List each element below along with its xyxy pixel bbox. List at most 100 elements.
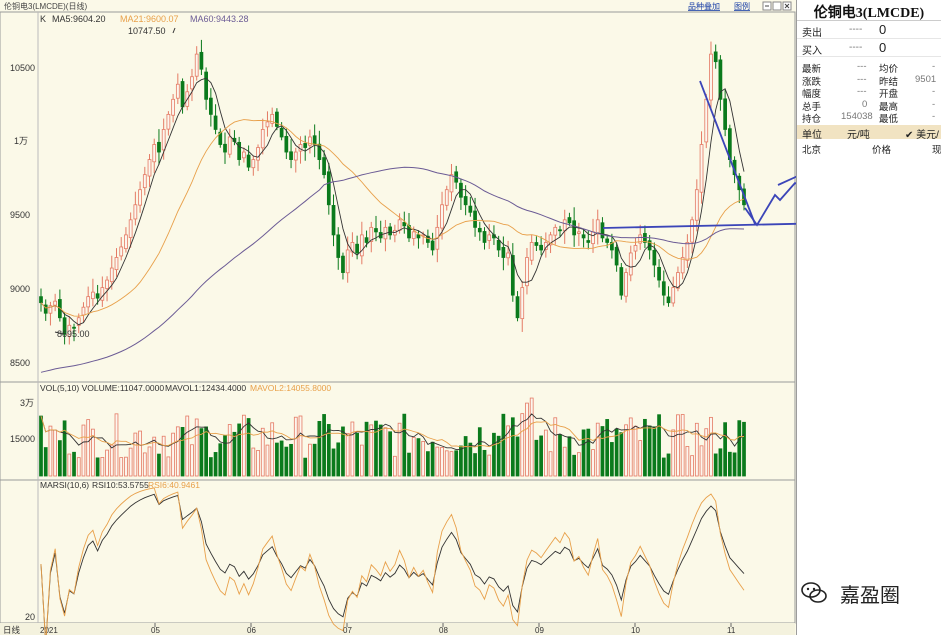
volume-bar [312, 443, 317, 477]
volume-bar [581, 429, 586, 477]
volume-bar [567, 436, 572, 477]
volume-bar [690, 455, 694, 477]
volume-bar [652, 426, 657, 477]
volume-bar [496, 435, 501, 477]
volume-bar [171, 432, 175, 477]
candle-body [562, 219, 567, 232]
candle-body [171, 98, 175, 116]
chart-area[interactable]: 伦铜电3(LMCDE)(日线) K MA5:9604.20 MA21:9600.… [0, 0, 796, 635]
overlay-button[interactable]: 品种叠加 [688, 1, 720, 11]
volume-bar [166, 456, 171, 477]
vol-tick: 15000 [10, 434, 35, 444]
candle-body [671, 287, 676, 304]
candle-body [369, 226, 374, 242]
candle-body [553, 226, 558, 236]
candle-body [473, 210, 477, 228]
candle-body [48, 305, 53, 314]
candle-body [359, 234, 364, 257]
volume-bar [270, 422, 275, 477]
candle-body [114, 257, 119, 271]
candle-body [468, 205, 473, 213]
volume-bar [605, 419, 610, 477]
candle-body [138, 189, 142, 206]
rsi10-line [40, 493, 745, 635]
mavol2-line [40, 415, 745, 448]
volume-bar [515, 436, 520, 477]
volume-bar [392, 455, 397, 477]
volume-bar [435, 446, 440, 477]
ma5-line [40, 77, 745, 326]
candle-body [67, 324, 72, 337]
candle-body [213, 115, 218, 130]
volume-bar [246, 418, 251, 477]
candle-body [190, 76, 194, 90]
candle-body [718, 59, 723, 100]
volume-bar [350, 421, 355, 477]
quote-panel: 伦铜电3(LMCDE) 卖出 ---- 0 买入 ---- 0 最新 --- 均价… [796, 0, 941, 635]
volume-bar [279, 440, 284, 477]
vol-tick: 3万 [20, 398, 34, 408]
volume-bar [558, 434, 562, 477]
volume-bar [128, 447, 133, 477]
legend-button[interactable]: 图例 [734, 1, 750, 11]
volume-bar [58, 440, 62, 477]
candle-body [322, 157, 326, 176]
candle-body [128, 219, 133, 239]
usd-toggle[interactable]: ✔ 美元/ [905, 129, 939, 141]
volume-bar [416, 438, 421, 477]
volume-bar [190, 444, 194, 477]
candle-body [223, 143, 227, 153]
volume-bar [595, 422, 600, 477]
quote-row: 持仓 154038 最低 - [802, 111, 936, 125]
mavol2-label: MAVOL2:14055.8000 [250, 383, 331, 393]
volume-bar [454, 450, 459, 477]
candle-body [105, 279, 109, 289]
candle-body [227, 136, 232, 155]
volume-bar [600, 426, 605, 477]
volume-bar [421, 441, 426, 477]
month-tick-label: 10 [631, 626, 640, 635]
volume-bar [426, 451, 430, 477]
candle-body [53, 300, 58, 306]
volume-bar [737, 420, 742, 477]
volume-bar [430, 441, 435, 477]
volume-bar [147, 446, 152, 477]
volume-bar [444, 450, 449, 477]
unit-bar: 单位 元/吨 ✔ 美元/ [797, 124, 941, 141]
volume-bar [628, 417, 633, 477]
volume-bar [237, 423, 242, 477]
ma21-label: MA21:9600.07 [120, 14, 179, 24]
unit-value[interactable]: 元/吨 [847, 129, 870, 141]
month-tick-label: 07 [343, 626, 352, 635]
window-controls[interactable] [762, 1, 792, 11]
volume-bar [699, 445, 704, 477]
candle-body [577, 231, 581, 234]
volume-bar [487, 454, 492, 477]
candle-body [402, 222, 407, 227]
volume-bar [76, 457, 81, 477]
volume-bar [194, 418, 199, 477]
volume-bar [227, 424, 232, 477]
buy-volume: 0 [879, 40, 887, 55]
volume-bar [359, 444, 364, 477]
candle-body [661, 281, 666, 296]
candle-body [638, 234, 643, 244]
candle-body [510, 255, 515, 296]
candle-body [713, 51, 718, 63]
volume-bar [256, 450, 260, 477]
price-tick: 9500 [10, 210, 30, 220]
volume-bar [553, 417, 558, 477]
volume-bar [67, 453, 72, 477]
volume-bar [548, 451, 553, 477]
volume-bar [180, 427, 185, 477]
candle-body [374, 228, 378, 233]
candle-body [218, 131, 223, 145]
volume-bar [610, 442, 614, 477]
candle-body [275, 111, 279, 127]
candle-body [501, 247, 506, 258]
kline-chart-svg[interactable]: 伦铜电3(LMCDE)(日线) K MA5:9604.20 MA21:9600.… [0, 0, 796, 635]
volume-bar [322, 414, 326, 477]
candle-body [397, 219, 402, 231]
volume-bar [534, 439, 539, 477]
volume-bar [251, 447, 256, 477]
